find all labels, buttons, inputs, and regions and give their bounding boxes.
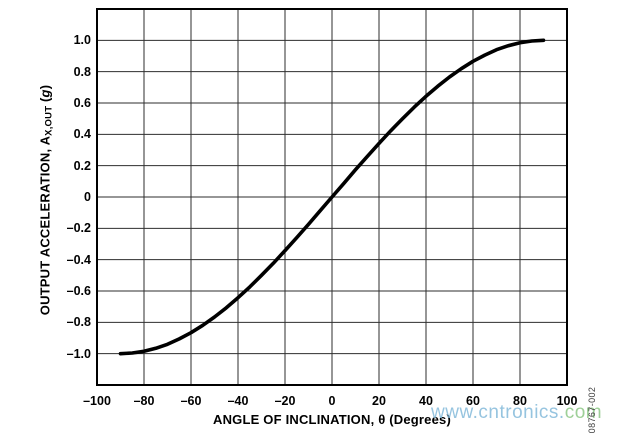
x-tick-label: –20 <box>274 394 296 408</box>
x-tick-label: –80 <box>133 394 155 408</box>
x-tick-label: 0 <box>328 394 336 408</box>
y-tick-label: 0.4 <box>73 127 91 142</box>
y-tick-label: –0.8 <box>66 315 91 330</box>
y-axis-title-subscript: X,OUT <box>43 105 55 136</box>
x-tick-label: 100 <box>556 394 578 408</box>
y-tick-label: 0.6 <box>73 96 91 110</box>
y-tick-label: –0.2 <box>66 221 91 236</box>
y-tick-label: –1.0 <box>66 346 91 361</box>
figure-code: 08767-002 <box>587 386 597 434</box>
x-tick-label: –60 <box>180 394 202 408</box>
y-tick-label: 0 <box>84 190 91 204</box>
y-axis-title-unit-open: ( <box>37 97 53 106</box>
plot-border <box>96 8 568 386</box>
y-tick-label: 0.2 <box>73 158 91 173</box>
y-tick-label: 1.0 <box>73 33 91 48</box>
x-tick-label: 20 <box>372 394 386 408</box>
curve-layer <box>118 38 546 356</box>
watermark: www.cntronics.com <box>431 402 602 424</box>
x-axis-title: ANGLE OF INCLINATION, θ (Degrees) <box>212 412 452 427</box>
y-axis-title-unit: g <box>37 89 53 98</box>
y-axis-title: OUTPUT ACCELERATION, AX,OUT (g) <box>38 85 55 315</box>
x-tick-label: 80 <box>513 394 527 408</box>
x-tick-label: 40 <box>419 394 433 408</box>
x-tick-label: –40 <box>227 394 249 408</box>
y-tick-label: –0.4 <box>66 252 91 267</box>
y-tick-label: 0.8 <box>73 64 91 79</box>
y-axis-title-unit-close: ) <box>37 84 53 90</box>
watermark-part2: com <box>564 402 603 423</box>
plot-border-layer <box>96 8 568 386</box>
data-curve <box>118 38 546 356</box>
x-tick-label: –100 <box>83 394 111 408</box>
x-tick-label: 60 <box>466 394 480 408</box>
watermark-part1: www.cntronics. <box>431 402 565 423</box>
gridlines-layer <box>97 9 567 385</box>
y-axis-title-text: OUTPUT ACCELERATION, A <box>37 135 53 316</box>
y-tick-label: –0.6 <box>66 284 91 298</box>
